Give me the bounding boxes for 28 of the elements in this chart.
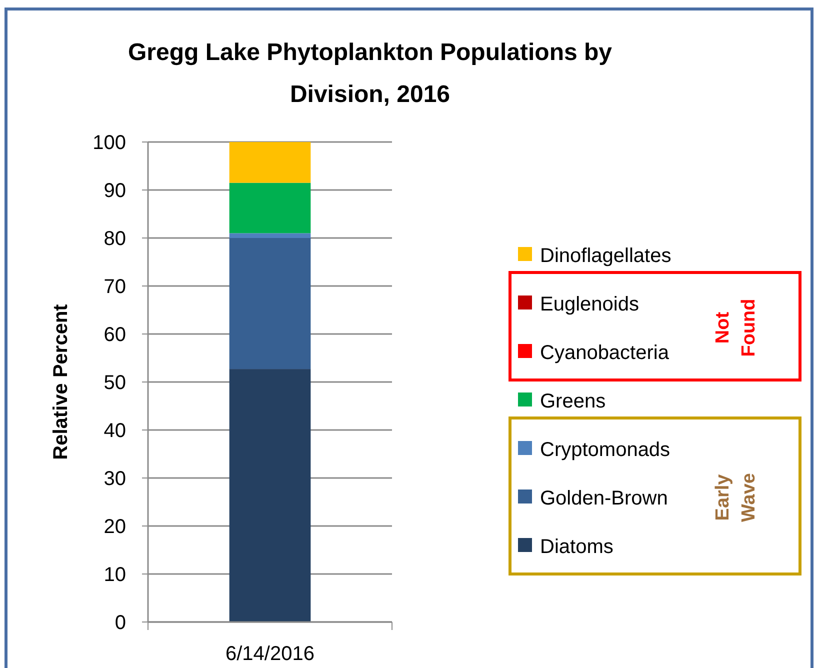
y-tick-label: 0 (114, 612, 126, 634)
legend-label: Diatoms (540, 536, 614, 558)
y-tick-label: 80 (104, 228, 126, 250)
legend-label: Golden-Brown (540, 488, 668, 510)
bar (229, 142, 311, 183)
bar (229, 233, 311, 238)
y-tick-label: 90 (104, 180, 126, 202)
y-tick-label: 60 (104, 324, 126, 346)
chart-title: Gregg Lake Phytoplankton Populations by Division, 2016 (128, 39, 613, 108)
text: Not Found (712, 298, 760, 357)
y-tick-label: 40 (104, 420, 126, 442)
y-tick-label: 70 (104, 276, 126, 298)
legend-label: Cyanobacteria (540, 342, 670, 364)
bar (229, 238, 311, 370)
legend-label: Euglenoids (540, 294, 639, 316)
y-tick-label: 10 (104, 564, 126, 586)
y-tick-label: 30 (104, 468, 126, 490)
legend-label: Dinoflagellates (540, 245, 672, 267)
y-tick-label: 50 (104, 372, 126, 394)
bar (229, 182, 311, 234)
x-tick-label: 6/14/2016 (226, 643, 314, 665)
legend-label: Cryptomonads (540, 439, 670, 461)
y-axis-title: Relative Percent (50, 304, 72, 460)
text: Early Wave (712, 473, 760, 522)
bar (229, 369, 311, 622)
legend-label: Greens (540, 390, 606, 412)
y-tick-label: 100 (92, 132, 126, 154)
y-tick-label: 20 (104, 516, 126, 538)
